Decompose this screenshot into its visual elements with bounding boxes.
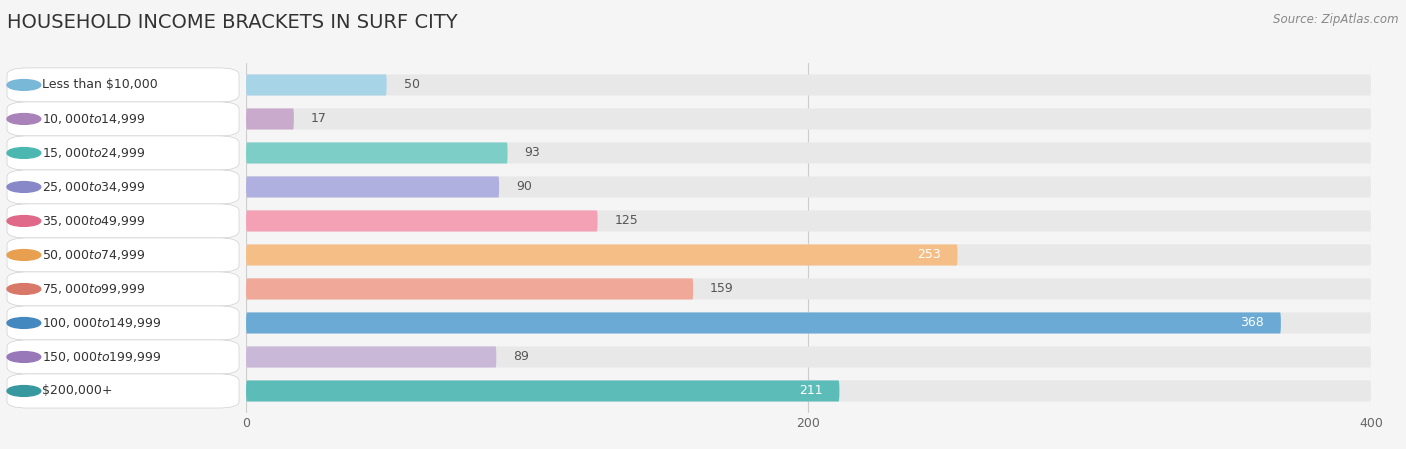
Text: 93: 93 xyxy=(524,146,540,159)
Text: $25,000 to $34,999: $25,000 to $34,999 xyxy=(42,180,146,194)
FancyBboxPatch shape xyxy=(246,380,839,401)
FancyBboxPatch shape xyxy=(246,244,1371,265)
Text: 159: 159 xyxy=(710,282,734,295)
FancyBboxPatch shape xyxy=(246,142,1371,163)
Text: $15,000 to $24,999: $15,000 to $24,999 xyxy=(42,146,146,160)
Text: Less than $10,000: Less than $10,000 xyxy=(42,79,157,92)
Text: Source: ZipAtlas.com: Source: ZipAtlas.com xyxy=(1274,13,1399,26)
FancyBboxPatch shape xyxy=(246,313,1281,334)
FancyBboxPatch shape xyxy=(246,347,496,368)
Text: 125: 125 xyxy=(614,215,638,228)
FancyBboxPatch shape xyxy=(246,75,1371,96)
Text: HOUSEHOLD INCOME BRACKETS IN SURF CITY: HOUSEHOLD INCOME BRACKETS IN SURF CITY xyxy=(7,13,458,32)
Text: $200,000+: $200,000+ xyxy=(42,384,112,397)
FancyBboxPatch shape xyxy=(246,211,598,232)
FancyBboxPatch shape xyxy=(246,380,1371,401)
FancyBboxPatch shape xyxy=(246,211,1371,232)
Text: 90: 90 xyxy=(516,180,531,194)
Text: $150,000 to $199,999: $150,000 to $199,999 xyxy=(42,350,162,364)
Text: $35,000 to $49,999: $35,000 to $49,999 xyxy=(42,214,146,228)
Text: $50,000 to $74,999: $50,000 to $74,999 xyxy=(42,248,146,262)
FancyBboxPatch shape xyxy=(246,176,1371,198)
Text: 368: 368 xyxy=(1240,317,1264,330)
Text: $75,000 to $99,999: $75,000 to $99,999 xyxy=(42,282,146,296)
Text: $10,000 to $14,999: $10,000 to $14,999 xyxy=(42,112,146,126)
Text: 211: 211 xyxy=(799,384,823,397)
FancyBboxPatch shape xyxy=(246,75,387,96)
FancyBboxPatch shape xyxy=(246,313,1371,334)
Text: 253: 253 xyxy=(917,248,941,261)
Text: 89: 89 xyxy=(513,351,529,364)
FancyBboxPatch shape xyxy=(246,278,1371,299)
FancyBboxPatch shape xyxy=(246,108,1371,129)
FancyBboxPatch shape xyxy=(246,142,508,163)
FancyBboxPatch shape xyxy=(246,176,499,198)
FancyBboxPatch shape xyxy=(246,244,957,265)
FancyBboxPatch shape xyxy=(246,108,294,129)
Text: 17: 17 xyxy=(311,112,326,125)
Text: $100,000 to $149,999: $100,000 to $149,999 xyxy=(42,316,162,330)
FancyBboxPatch shape xyxy=(246,347,1371,368)
FancyBboxPatch shape xyxy=(246,278,693,299)
Text: 50: 50 xyxy=(404,79,419,92)
